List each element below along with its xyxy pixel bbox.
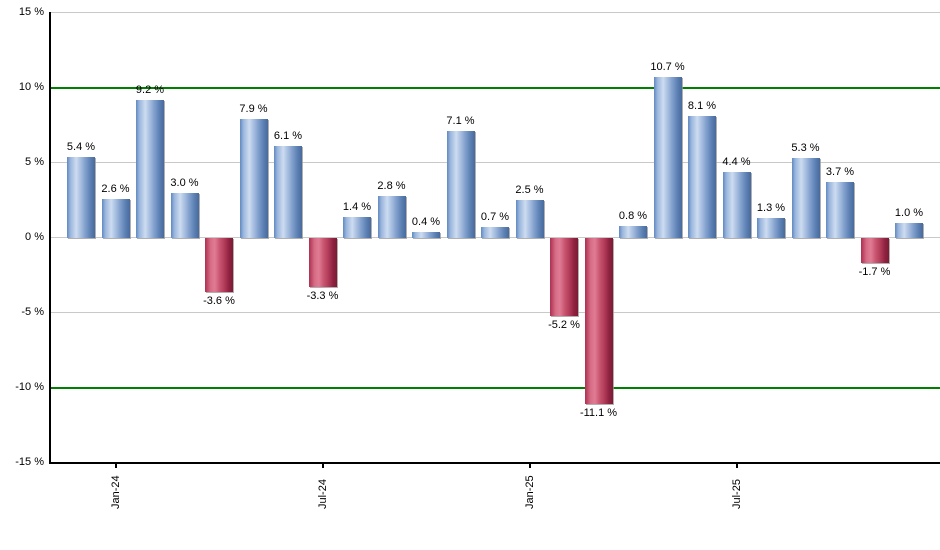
positive-bar	[101, 198, 130, 238]
positive-bar	[895, 222, 923, 238]
y-axis-tick-label: -15 %	[15, 456, 44, 468]
gridline	[49, 12, 940, 13]
bar-value-label: 7.1 %	[446, 115, 475, 127]
positive-bar	[791, 158, 820, 238]
x-axis-tick-label: Jul-25	[730, 479, 743, 509]
x-axis-tick	[114, 463, 117, 468]
negative-bar	[584, 237, 613, 404]
negative-bar	[205, 237, 233, 292]
bar-value-label: 2.6 %	[101, 182, 130, 195]
bar-value-label: 0.8 %	[618, 209, 648, 222]
bar-value-label: -3.6 %	[203, 294, 235, 307]
x-axis-tick	[735, 463, 738, 468]
y-axis-line	[49, 12, 51, 464]
positive-bar	[239, 119, 268, 238]
bar-value-label: 1.3 %	[756, 202, 786, 214]
bar-value-label: 2.5 %	[515, 184, 544, 196]
gridline	[49, 237, 940, 238]
positive-bar	[377, 195, 406, 238]
y-axis-tick-label: -10 %	[15, 381, 44, 393]
bar-value-label: 1.0 %	[894, 206, 924, 219]
negative-bar	[550, 237, 578, 316]
positive-bar	[446, 131, 475, 238]
gridline	[49, 312, 940, 313]
positive-bar	[688, 116, 716, 238]
negative-bar	[860, 237, 889, 263]
y-axis-tick-label: 10 %	[18, 81, 44, 93]
bar-value-label: 0.4 %	[411, 215, 441, 228]
bar-value-label: -3.3 %	[306, 290, 339, 302]
highlight-gridline	[49, 86, 940, 89]
bar-value-label: 10.7 %	[650, 61, 685, 73]
negative-bar	[308, 237, 337, 287]
y-axis-tick-label: 0 %	[25, 231, 44, 243]
gridline	[49, 162, 940, 163]
bar-value-label: 3.7 %	[825, 166, 855, 178]
x-axis-tick	[528, 463, 531, 468]
x-axis-tick	[321, 463, 324, 468]
y-axis-tick-label: 15 %	[18, 6, 44, 18]
positive-bar	[343, 216, 371, 238]
bar-value-label: 4.4 %	[722, 155, 751, 168]
bar-value-label: 8.1 %	[687, 100, 717, 112]
bar-value-label: 7.9 %	[239, 103, 268, 115]
bar-value-label: 5.3 %	[791, 142, 820, 154]
highlight-gridline	[49, 386, 940, 389]
x-axis-tick-label: Jan-25	[523, 475, 536, 509]
bar-value-label: -5.2 %	[548, 318, 580, 331]
positive-bar	[67, 156, 95, 238]
positive-bar	[515, 200, 544, 238]
bar-value-label: 3.0 %	[170, 176, 199, 189]
bar-value-label: 0.7 %	[480, 211, 510, 223]
positive-bar	[757, 218, 785, 238]
positive-bar	[722, 171, 751, 238]
x-axis-tick-label: Jan-24	[109, 475, 122, 509]
positive-bar	[619, 225, 647, 238]
bar-value-label: 1.4 %	[342, 200, 372, 213]
bar-value-label: 5.4 %	[66, 140, 96, 153]
positive-bar	[826, 182, 854, 238]
x-axis-tick-label: Jul-24	[316, 479, 329, 509]
bar-value-label: 2.8 %	[377, 179, 406, 192]
positive-bar	[170, 192, 199, 238]
x-axis-line	[49, 461, 940, 464]
positive-bar	[412, 231, 440, 238]
bar-value-label: -1.7 %	[858, 266, 891, 278]
y-axis-tick-label: -5 %	[21, 306, 44, 318]
positive-bar	[274, 146, 302, 238]
positive-bar	[136, 99, 164, 238]
y-axis-tick-label: 5 %	[25, 156, 44, 168]
bar-value-label: 9.2 %	[135, 83, 165, 96]
positive-bar	[481, 227, 509, 238]
bar-value-label: 6.1 %	[273, 130, 303, 142]
bar-value-label: -11.1 %	[579, 407, 618, 419]
positive-bar	[653, 77, 682, 238]
